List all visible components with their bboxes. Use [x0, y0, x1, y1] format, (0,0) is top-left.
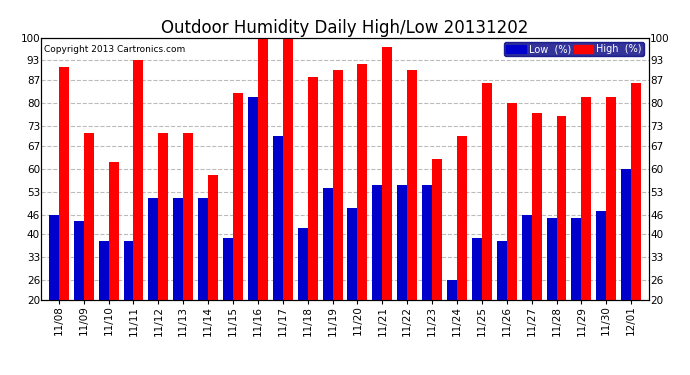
Legend: Low  (%), High  (%): Low (%), High (%) — [504, 42, 644, 56]
Bar — [49, 214, 59, 300]
Text: Copyright 2013 Cartronics.com: Copyright 2013 Cartronics.com — [44, 45, 186, 54]
Bar — [283, 38, 293, 300]
Bar — [148, 198, 159, 300]
Bar — [159, 133, 168, 300]
Bar — [59, 67, 69, 300]
Bar — [472, 238, 482, 300]
Bar — [582, 97, 591, 300]
Bar — [108, 162, 119, 300]
Bar — [208, 175, 218, 300]
Bar — [522, 214, 531, 300]
Bar — [397, 185, 407, 300]
Bar — [531, 113, 542, 300]
Bar — [233, 93, 243, 300]
Bar — [596, 211, 607, 300]
Bar — [422, 185, 432, 300]
Bar — [571, 218, 582, 300]
Bar — [457, 136, 467, 300]
Bar — [99, 241, 108, 300]
Bar — [506, 103, 517, 300]
Title: Outdoor Humidity Daily High/Low 20131202: Outdoor Humidity Daily High/Low 20131202 — [161, 20, 529, 38]
Bar — [223, 238, 233, 300]
Bar — [333, 70, 342, 300]
Bar — [557, 116, 566, 300]
Bar — [198, 198, 208, 300]
Bar — [173, 198, 184, 300]
Bar — [308, 77, 317, 300]
Bar — [273, 136, 283, 300]
Bar — [348, 208, 357, 300]
Bar — [546, 218, 557, 300]
Bar — [357, 64, 367, 300]
Bar — [83, 133, 94, 300]
Bar — [133, 60, 144, 300]
Bar — [248, 97, 258, 300]
Bar — [323, 188, 333, 300]
Bar — [631, 84, 641, 300]
Bar — [124, 241, 133, 300]
Bar — [373, 185, 382, 300]
Bar — [482, 84, 492, 300]
Bar — [447, 280, 457, 300]
Bar — [382, 47, 393, 300]
Bar — [497, 241, 506, 300]
Bar — [258, 38, 268, 300]
Bar — [407, 70, 417, 300]
Bar — [297, 228, 308, 300]
Bar — [621, 169, 631, 300]
Bar — [432, 159, 442, 300]
Bar — [74, 221, 83, 300]
Bar — [184, 133, 193, 300]
Bar — [607, 97, 616, 300]
